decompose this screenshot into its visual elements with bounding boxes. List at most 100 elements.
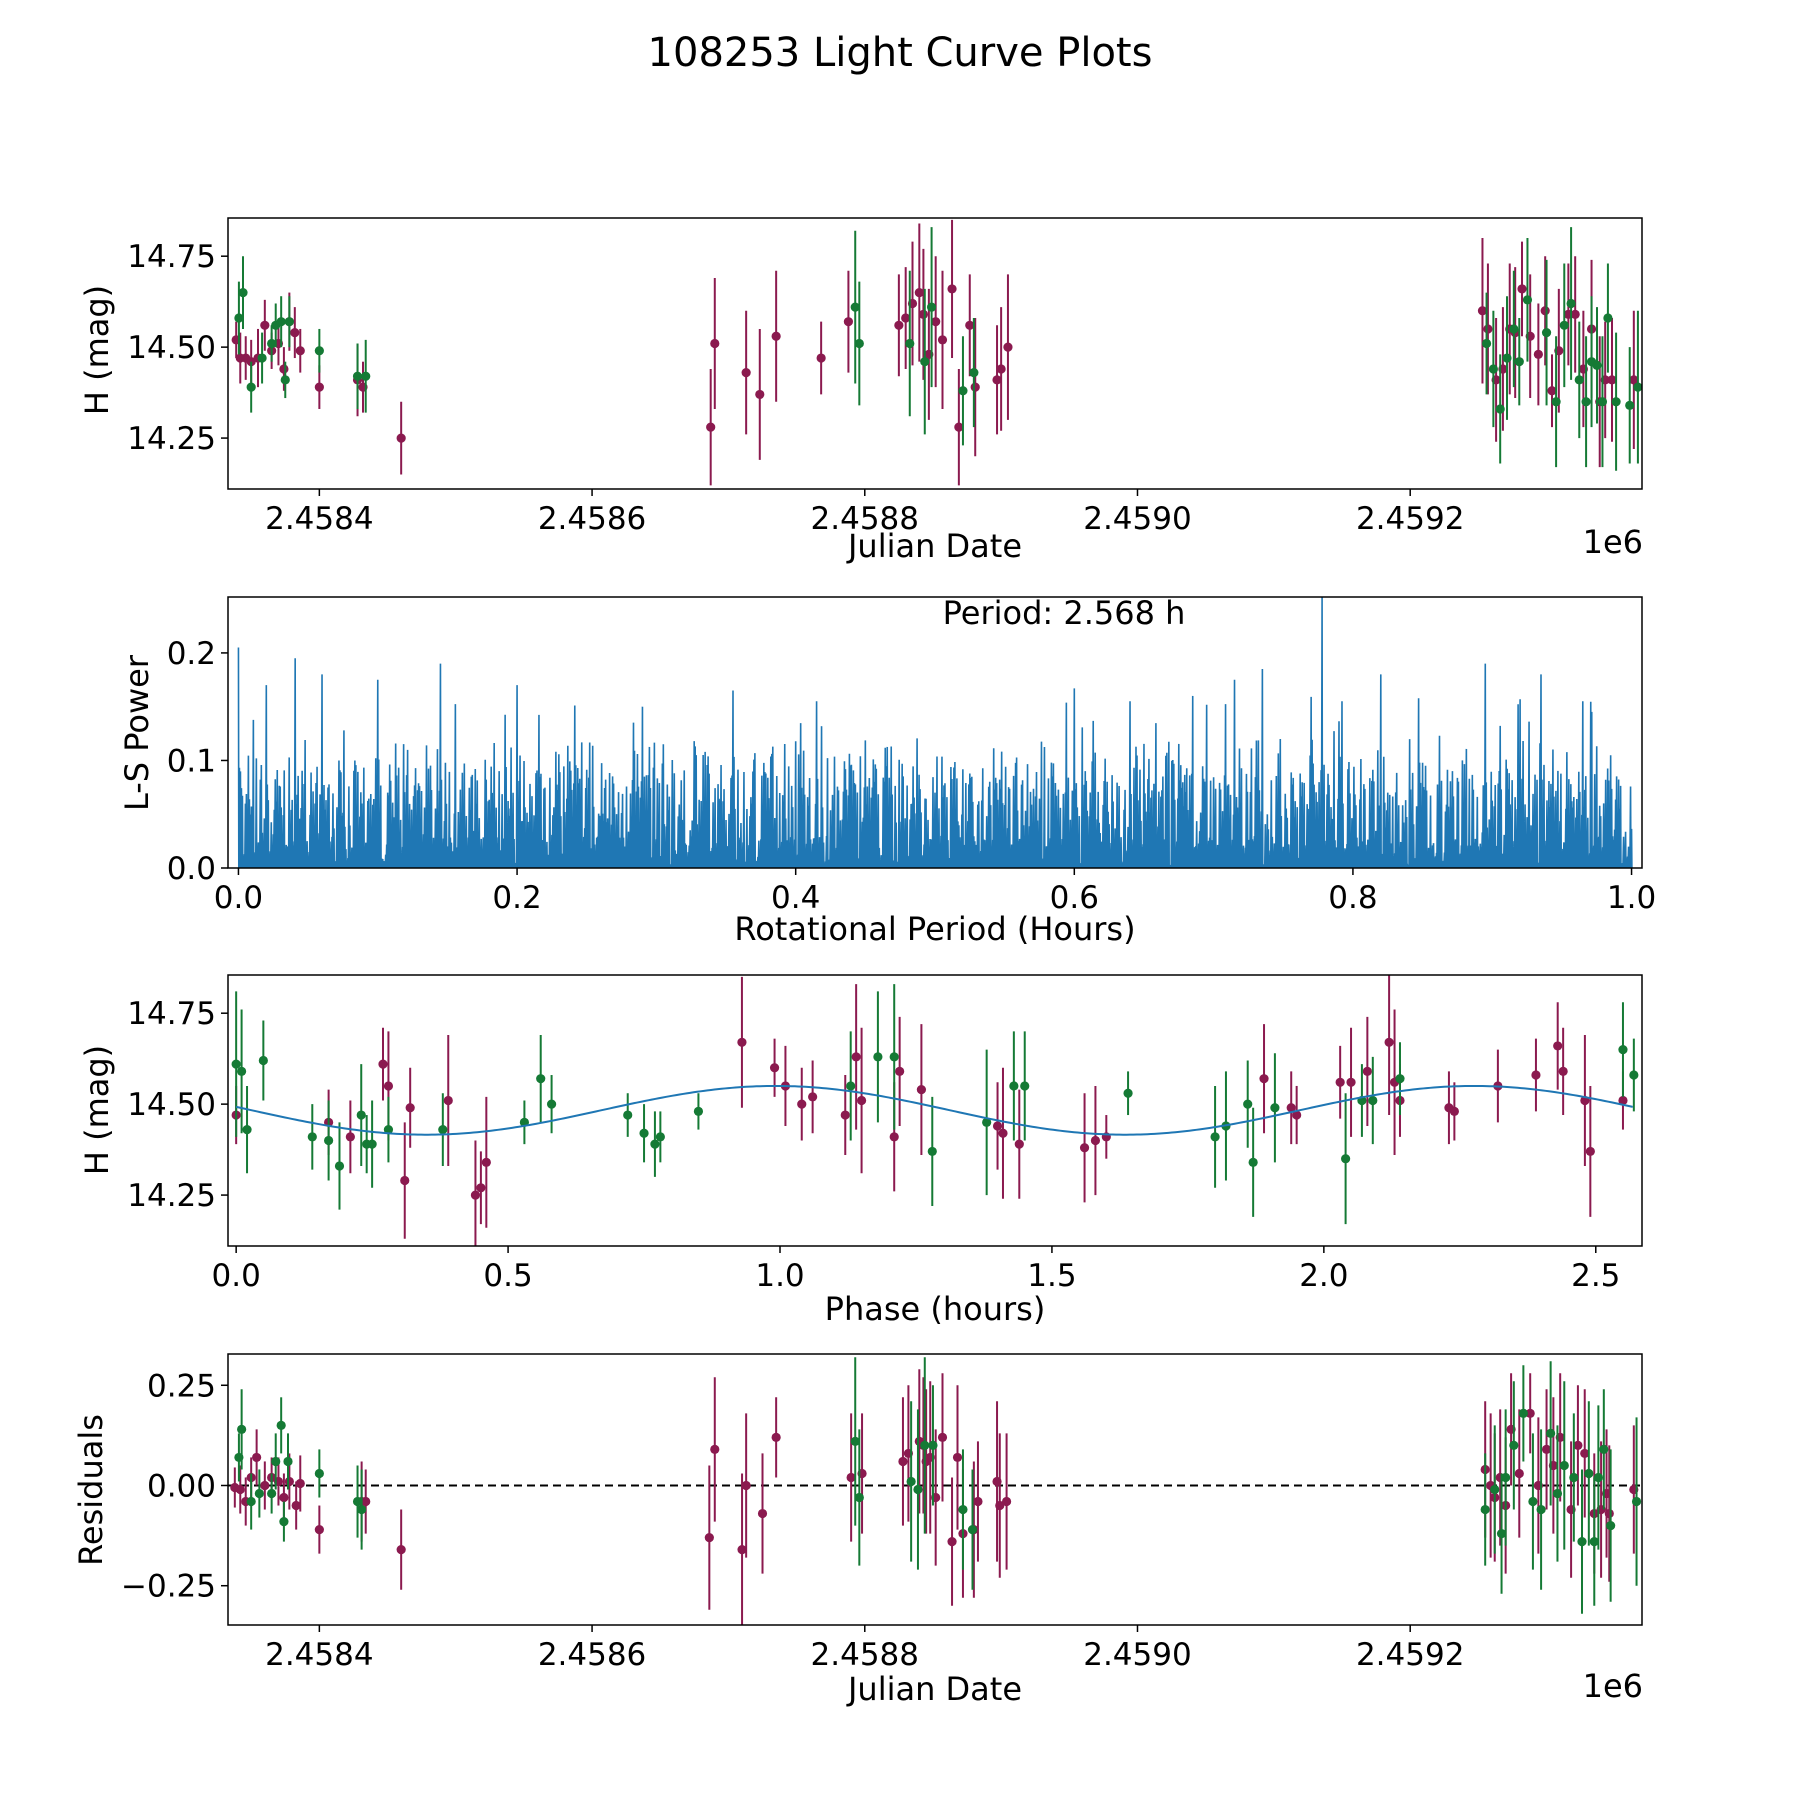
- lightcurve-point-c: [1597, 397, 1608, 407]
- phased-point-c: [927, 1146, 937, 1157]
- residuals-point-c: [237, 1424, 247, 1434]
- residuals-point-c: [1552, 1488, 1563, 1499]
- phased-point-o: [1014, 1139, 1024, 1149]
- periodogram-frame: [227, 596, 1643, 869]
- residuals-point-c: [279, 1516, 289, 1527]
- lightcurve-point-c: [257, 353, 267, 363]
- lightcurve-ytick-label: 14.75: [127, 239, 216, 275]
- residuals-point-c: [967, 1524, 978, 1535]
- lightcurve-point-o: [965, 320, 975, 330]
- residuals-xlabel: Julian Date: [846, 1670, 1022, 1708]
- lightcurve-point-o: [816, 353, 826, 363]
- lightcurve-point-o: [1547, 386, 1557, 396]
- residuals-point-c: [1518, 1408, 1528, 1418]
- residuals-point-c: [254, 1488, 264, 1499]
- lightcurve-point-o: [1570, 309, 1580, 319]
- residuals-point-c: [850, 1436, 860, 1446]
- figure-title: 108253 Light Curve Plots: [648, 30, 1153, 76]
- phased-point-c: [846, 1081, 856, 1091]
- residuals-point-c: [1528, 1496, 1538, 1507]
- residuals-point-o: [1573, 1440, 1583, 1451]
- phased-xtick-label: 0.0: [212, 1258, 261, 1294]
- residuals-point-o: [737, 1545, 747, 1555]
- phased-point-c: [655, 1132, 665, 1142]
- residuals-point-c: [1546, 1428, 1556, 1438]
- residuals-point-o: [973, 1496, 983, 1507]
- residuals-point-c: [283, 1456, 293, 1467]
- lightcurve-point-c: [1566, 298, 1576, 309]
- phased-point-c: [334, 1161, 345, 1171]
- residuals-point-o: [952, 1452, 963, 1463]
- residuals-point-o: [1001, 1496, 1012, 1507]
- phased-point-c: [650, 1139, 660, 1149]
- lightcurve-point-o: [290, 327, 300, 338]
- lightcurve-point-o: [295, 346, 305, 356]
- residuals-point-o: [252, 1452, 262, 1463]
- phased-xtick-label: 2.5: [1571, 1258, 1620, 1294]
- periodogram-xtick-label: 0.4: [771, 880, 820, 916]
- residuals-point-o: [898, 1456, 908, 1467]
- lightcurve-point-o: [396, 433, 406, 443]
- phased-point-o: [405, 1103, 415, 1113]
- phased-xtick-label: 1.0: [755, 1258, 804, 1294]
- residuals-xtick-label: 2.4590: [1083, 1637, 1191, 1673]
- phased-point-c: [1341, 1154, 1351, 1164]
- phased-point-c: [536, 1074, 546, 1084]
- residuals-ylabel: Residuals: [72, 1414, 110, 1566]
- phased-point-o: [1090, 1135, 1101, 1146]
- period-annotation: Period: 2.568 h: [943, 594, 1186, 632]
- lightcurve-point-o: [1607, 375, 1617, 385]
- phased-point-c: [367, 1139, 377, 1149]
- lightcurve-ytick-label: 14.25: [127, 421, 216, 457]
- residuals-ytick-label: 0.25: [147, 1368, 216, 1404]
- residuals-point-o: [1541, 1444, 1552, 1455]
- phased-xtick-label: 2.0: [1299, 1258, 1348, 1294]
- residuals-point-o: [995, 1500, 1005, 1511]
- phased-point-c: [623, 1110, 633, 1120]
- residuals-point-c: [1509, 1440, 1519, 1451]
- lightcurve-point-c: [1514, 357, 1524, 367]
- phased-point-c: [889, 1052, 899, 1062]
- phased-xtick-label: 1.5: [1027, 1258, 1076, 1294]
- phased-point-o: [443, 1095, 453, 1106]
- residuals-point-o: [279, 1492, 289, 1503]
- lightcurve-point-o: [992, 375, 1002, 385]
- lightcurve-frame: [227, 217, 1643, 490]
- periodogram-line: [237, 597, 1633, 868]
- phased-point-c: [438, 1124, 448, 1135]
- lightcurve-point-o: [894, 320, 904, 330]
- lightcurve-point-c: [276, 317, 286, 327]
- lightcurve-point-c: [1592, 360, 1602, 370]
- phased-point-c: [1123, 1088, 1133, 1098]
- lightcurve-point-c: [246, 382, 256, 392]
- residuals-point-c: [314, 1468, 324, 1479]
- phased-point-o: [345, 1132, 355, 1142]
- phased-point-o: [1618, 1095, 1628, 1106]
- lightcurve-point-c: [1633, 382, 1642, 392]
- residuals-ytick-label: 0.00: [147, 1468, 216, 1504]
- residuals-point-c: [920, 1440, 930, 1451]
- lightcurve-point-o: [771, 331, 781, 341]
- phased-point-o: [998, 1128, 1008, 1138]
- lightcurve-point-o: [970, 382, 980, 392]
- lightcurve-ytick-label: 14.50: [127, 330, 216, 366]
- lightcurve-point-c: [1541, 327, 1552, 338]
- lightcurve-point-o: [260, 320, 270, 330]
- residuals-point-c: [1631, 1496, 1642, 1507]
- phased-point-o: [895, 1066, 905, 1076]
- phased-ytick-label: 14.25: [127, 1178, 216, 1214]
- periodogram-ytick-label: 0.2: [167, 636, 216, 672]
- lightcurve-point-o: [710, 338, 720, 349]
- phased-point-c: [1395, 1074, 1405, 1084]
- phased-xtick-label: 0.5: [483, 1258, 532, 1294]
- lightcurve-point-c: [284, 317, 294, 327]
- phased-point-o: [916, 1084, 927, 1095]
- phased-frame: [227, 974, 1643, 1247]
- lightcurve-point-c: [361, 371, 371, 381]
- phased-point-c: [1629, 1070, 1639, 1080]
- phased-point-o: [851, 1052, 861, 1062]
- phased-point-o: [470, 1190, 481, 1200]
- phased-point-c: [693, 1106, 704, 1117]
- phased-point-o: [1079, 1143, 1090, 1153]
